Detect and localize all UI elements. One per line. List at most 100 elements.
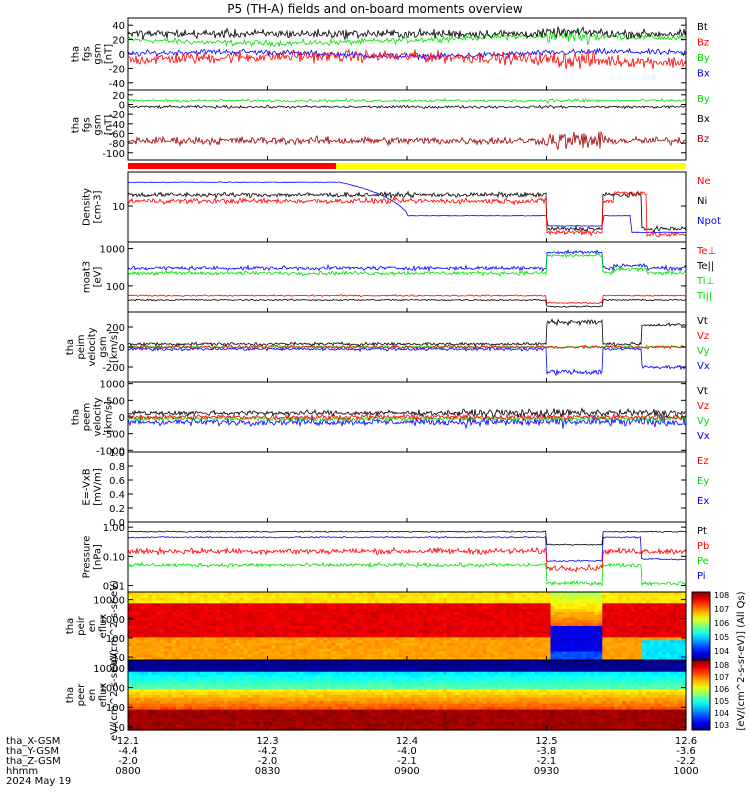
legend-3-1: Te|| [696,261,714,272]
legend-6-1: Ey [697,476,709,487]
by-trace-1 [127,98,687,104]
ytick-label-1-5: -80 [109,139,125,150]
ylabel-text-1-2: gsm [93,114,104,135]
legend-0-2: By [697,53,710,64]
ytick-label-8-0: 10000 [93,596,125,607]
ylabel-text-1-3: [nT] [104,115,115,135]
ytick-label-8-1: 1000 [100,615,125,626]
footer-row-label-0: tha_X-GSM [6,736,60,747]
colorbar-lower-tick-5: 103 [714,721,729,730]
legend-4-2: Vy [697,346,710,357]
ytick-label-7-2: 0.01 [103,582,125,593]
ylabel-text-9-4: eV/(cm^2-s-sr-eV) [109,649,120,741]
footer-col-4-3: 1000 [673,766,698,777]
footer-row-label-2: tha_Z-GSM [6,756,61,767]
ylabel-text-8-2: en [87,620,98,633]
ytick-label-6-3: 0.4 [109,490,125,501]
legend-5-0: Vt [697,386,708,397]
footer-col-3-0: 12.5 [535,736,557,747]
colorbar-upper-tick-0: 108 [714,591,729,600]
ylabel-text-0-3: [nT] [104,44,115,64]
panel-frame-6 [127,451,687,523]
ylabel-text-1-1: fgs [82,117,93,132]
footer-col-4-0: 12.6 [675,736,697,747]
ytick-label-6-5: 0.0 [109,518,125,529]
ytick-label-0-0: 40 [112,21,125,32]
legend-7-0: Pt [697,526,707,537]
colorbar-lower-tick-1: 107 [714,673,729,682]
legend-4-0: Vt [697,316,708,327]
ytick-label-6-1: 0.8 [109,462,125,473]
ne-trace [127,190,687,238]
legend-2-2: Npot [697,216,721,227]
panel-frame-0 [127,17,687,91]
footer-date: 2024 May 19 [6,776,71,787]
legend-3-0: Te⊥ [696,246,716,257]
ytick-label-5-0: 1000 [100,380,125,391]
ytick-label-8-2: 100 [106,634,125,645]
ytick-label-0-1: 20 [112,36,125,47]
vz-trace-4 [127,344,687,351]
npot-trace [127,181,687,234]
ytick-label-6-4: 0.2 [109,504,125,515]
footer-col-2-0: 12.4 [396,736,418,747]
footer-row-label-3: hhmm [6,766,38,777]
ylabel-text-1-0: tha [71,117,82,133]
ylabel-text-0-0: tha [71,46,82,62]
footer-col-1-1: -4.2 [258,746,278,757]
legend-2-0: Ne [697,176,711,187]
legend-6-2: Ex [697,496,709,507]
ytick-label-4-1: 0 [119,343,125,354]
colorbar-lower [691,659,711,731]
ylabel-text-9-2: en [87,689,98,702]
colorbar-label: [eV/(cm^2-s-sr-eV)] (All Qs) [736,591,747,730]
pi-trace [127,535,687,563]
ytick-label-1-4: -60 [109,129,125,140]
legend-1-1: Bx [697,114,710,125]
bz-red-trace-0 [127,48,687,70]
footer-col-3-2: -2.1 [537,756,557,767]
colorbar-upper-tick-1: 107 [714,605,729,614]
te-par-trace [127,298,687,309]
footer-col-2-2: -2.1 [397,756,417,767]
ylabel-text-4-0: tha [65,339,76,355]
ti-perp-trace [127,248,687,272]
legend-1-0: By [697,94,710,105]
ytick-label-7-0: 1.00 [103,523,125,534]
footer-col-0-3: 0800 [115,766,140,777]
legend-6-0: Ez [697,456,709,467]
bx-trace-1 [127,104,687,110]
bt-trace-0 [127,25,687,41]
ylabel-text-9-1: peer [76,683,87,707]
ytick-label-6-2: 0.6 [109,476,125,487]
ylabel-text-3-1: [eV] [93,267,104,288]
ytick-label-6-0: 1.0 [109,448,125,459]
ytick-label-9-0: 10000 [93,664,125,675]
ytick-label-0-3: -20 [109,64,125,75]
legend-1-2: Bz [697,134,709,145]
ylabel-text-9-0: tha [65,687,76,703]
ylabel-text-8-1: peir [76,615,87,635]
ylabel-text-9-3: eflux [98,683,109,708]
ytick-label-5-2: 0 [119,413,125,424]
colorbar-lower-tick-3: 105 [714,697,729,706]
ylabel-text-2-0: Density [82,188,93,226]
ylabel-text-8-3: eflux [98,614,109,639]
legend-7-1: Pb [697,541,709,552]
legend-4-1: Vz [697,331,709,342]
legend-0-0: Bt [697,22,708,33]
ylabel-text-5-2: velocity [93,397,104,436]
ytick-label-5-1: 500 [106,396,125,407]
ylabel-0: tha fgs gsm [nT] [71,43,115,64]
ti-par-trace [127,251,687,277]
vz-trace-5 [127,412,687,422]
colorbar-lower-tick-2: 106 [714,685,729,694]
ylabel-text-4-2: velocity [87,327,98,366]
ylabel-text-4-4: [km/s] [109,331,120,363]
footer-row-label-1: tha_Y-GSM [6,746,59,757]
bz-trace-1 [127,130,687,150]
ytick-label-1-3: -40 [109,120,125,131]
ni-trace [127,190,687,234]
legend-5-1: Vz [697,401,709,412]
legend-3-2: Ti⊥ [696,276,714,287]
